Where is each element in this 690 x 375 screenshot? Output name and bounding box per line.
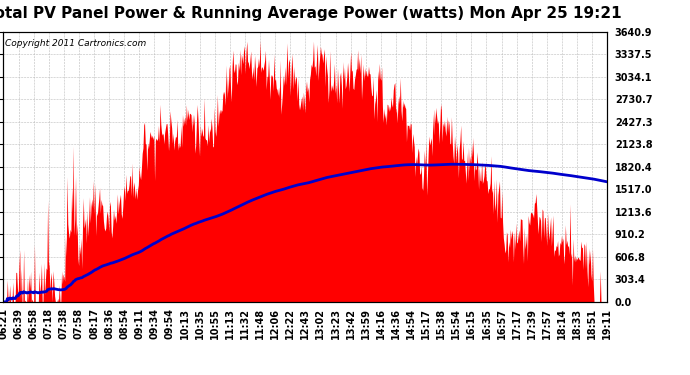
Text: Total PV Panel Power & Running Average Power (watts) Mon Apr 25 19:21: Total PV Panel Power & Running Average P… (0, 6, 622, 21)
Text: Copyright 2011 Cartronics.com: Copyright 2011 Cartronics.com (5, 39, 146, 48)
